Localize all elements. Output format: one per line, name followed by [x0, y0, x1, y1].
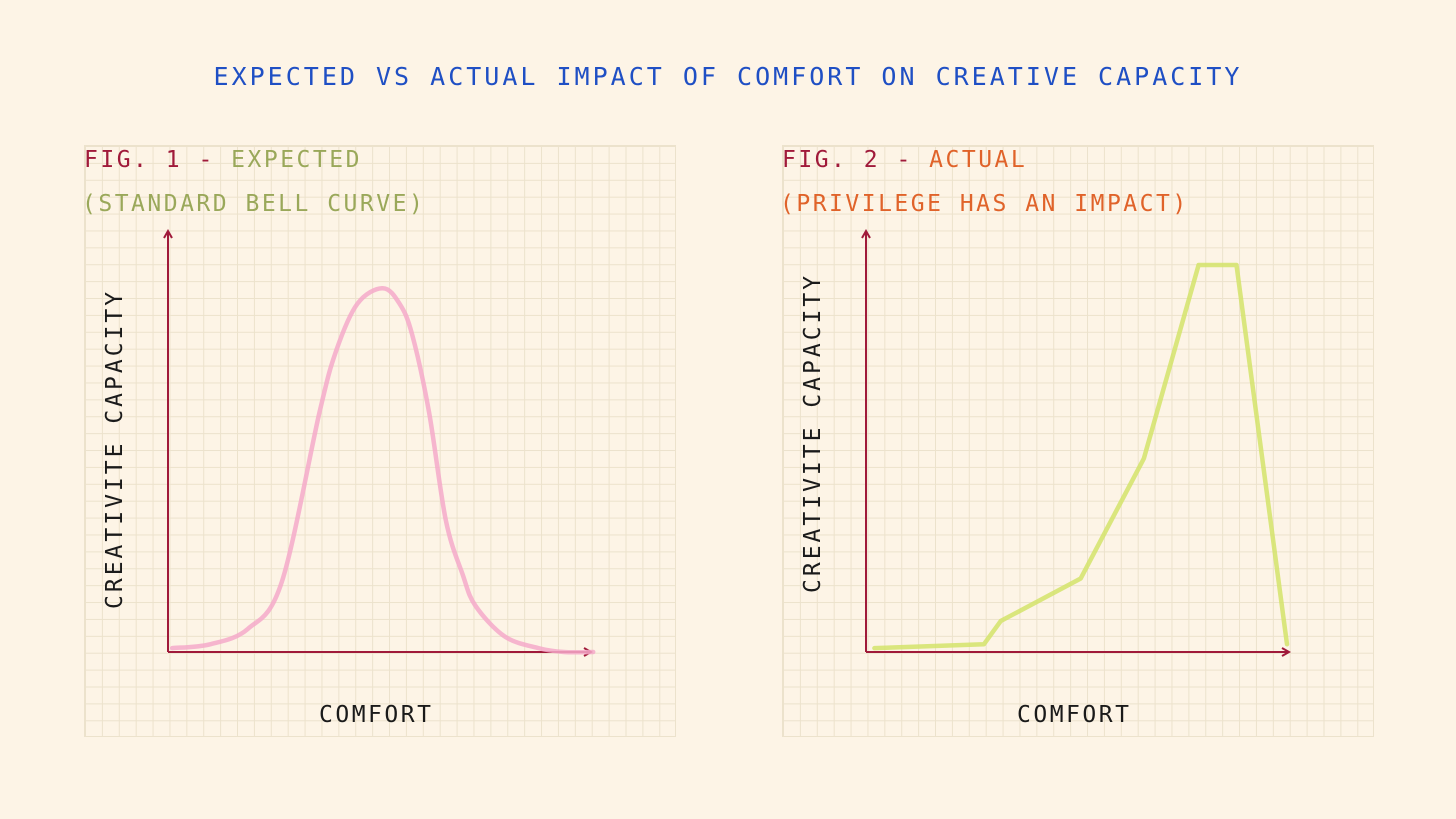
figure-1-panel: FIG. 1 - EXPECTED (STANDARD BELL CURVE) … — [82, 145, 676, 737]
grid-background — [782, 145, 1374, 737]
figure-1-heading: FIG. 1 - EXPECTED — [84, 147, 362, 173]
figure-2-panel: FIG. 2 - ACTUAL (PRIVILEGE HAS AN IMPACT… — [780, 145, 1374, 737]
figure-1-number: FIG. 1 — [84, 147, 183, 173]
figure-1-y-axis-label: CREATIVITE CAPACITY — [102, 288, 128, 609]
figure-1-subtitle: (STANDARD BELL CURVE) — [82, 191, 426, 217]
figure-2-number: FIG. 2 — [782, 147, 881, 173]
grid-background — [84, 145, 676, 737]
figure-2-x-axis-label: COMFORT — [1017, 702, 1132, 728]
figure-2-heading: FIG. 2 - ACTUAL — [782, 147, 1027, 173]
figure-2-subtitle: (PRIVILEGE HAS AN IMPACT) — [780, 191, 1189, 217]
series-line-0 — [872, 262, 1290, 651]
figure-1-plot — [84, 145, 596, 737]
figure-1-name: EXPECTED — [231, 147, 362, 173]
figure-2-y-axis-label: CREATIVITE CAPACITY — [800, 272, 826, 593]
chart-main-title: EXPECTED VS ACTUAL IMPACT OF COMFORT ON … — [213, 62, 1243, 91]
figure-2-separator: - — [896, 147, 913, 173]
figure-2-name: ACTUAL — [929, 147, 1028, 173]
series-line-0 — [169, 285, 596, 655]
figure-1-separator: - — [198, 147, 215, 173]
figure-1-x-axis-label: COMFORT — [319, 702, 434, 728]
figure-2-plot — [782, 145, 1374, 737]
